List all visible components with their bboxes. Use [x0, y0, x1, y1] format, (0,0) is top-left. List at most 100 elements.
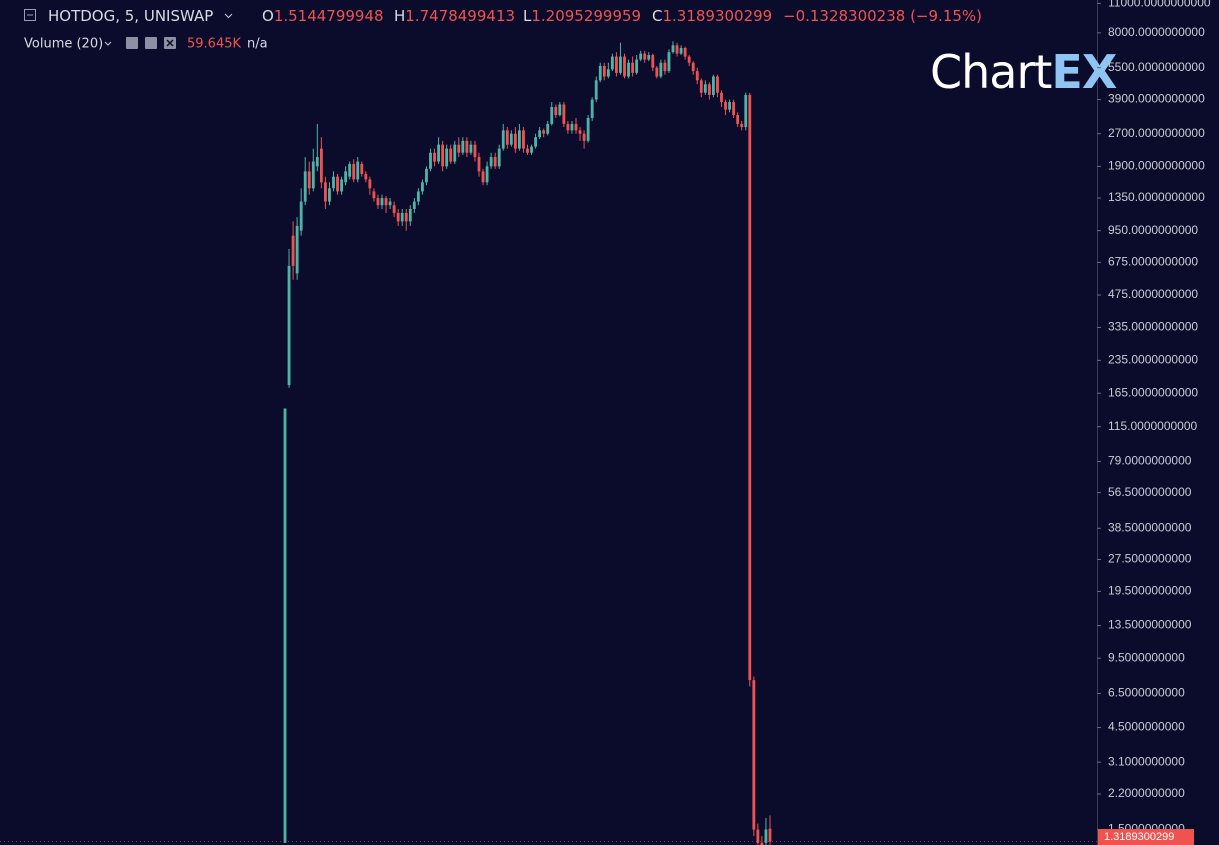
low-value: 1.2095299959 — [531, 7, 641, 25]
symbol[interactable]: HOTDOG, 5, UNISWAP — [48, 7, 213, 25]
candle-body — [473, 144, 477, 158]
candle-body — [319, 148, 323, 183]
candle-body — [332, 176, 335, 189]
y-tick-label: 335.0000000000 — [1108, 320, 1198, 334]
candle-body — [699, 80, 703, 93]
candle-body — [679, 47, 683, 54]
candle-body — [659, 62, 663, 77]
y-tick-label: 5500.0000000000 — [1108, 60, 1205, 74]
candle-body — [554, 107, 558, 116]
candle-body — [550, 107, 554, 124]
candle-body — [566, 123, 570, 131]
candle-body — [412, 201, 416, 209]
candle-body — [720, 92, 723, 102]
candle-body — [404, 212, 408, 222]
candle-body — [748, 94, 752, 681]
y-tick-label: 19.5000000000 — [1108, 584, 1192, 598]
candle-body — [647, 55, 651, 60]
candle-body — [732, 101, 736, 116]
candle-body — [352, 163, 356, 180]
candle-body — [497, 148, 501, 167]
candle-body — [703, 84, 707, 93]
volume-extra: n/a — [247, 37, 268, 52]
brand-main: Chart — [930, 45, 1051, 99]
candle-body — [372, 191, 376, 199]
brand-accent: EX — [1051, 45, 1116, 99]
y-tick-label: 9.5000000000 — [1108, 650, 1185, 664]
change-value: −0.1328300238 (−9.15%) — [783, 7, 982, 25]
candle-body — [505, 130, 509, 145]
candle-body — [651, 55, 655, 68]
y-tick-label: 6.5000000000 — [1108, 686, 1185, 700]
volume-chevron[interactable] — [104, 41, 112, 46]
candle-body — [416, 191, 420, 202]
y-tick-label: 38.5000000000 — [1108, 520, 1192, 534]
candle-body — [453, 144, 457, 162]
candle-body — [764, 829, 768, 843]
y-tick-label: 115.0000000000 — [1108, 419, 1198, 433]
candle-body — [493, 157, 497, 167]
y-tick-label: 3900.0000000000 — [1108, 92, 1205, 106]
candle-body — [578, 130, 582, 134]
candle-body — [675, 45, 679, 54]
candle-body — [526, 148, 529, 153]
candle-body — [546, 123, 550, 134]
y-tick-label: 235.0000000000 — [1108, 353, 1198, 367]
settings-icon[interactable] — [145, 37, 157, 49]
legend-row: HOTDOG, 5, UNISWAP O1.5144799948 H1.7478… — [48, 7, 982, 25]
candle-body — [610, 56, 614, 70]
candle-body — [477, 157, 481, 172]
candle-body — [311, 161, 315, 189]
last-price-label: 1.3189300299 — [1104, 831, 1174, 843]
volume-title[interactable]: Volume (20) — [24, 37, 103, 52]
candle-body — [421, 182, 424, 192]
candle-body — [740, 123, 744, 128]
y-tick-label: 27.5000000000 — [1108, 552, 1192, 566]
y-tick-label: 8000.0000000000 — [1108, 25, 1205, 39]
eye-icon[interactable] — [126, 37, 138, 49]
candle-body — [570, 123, 574, 131]
candle-body — [627, 62, 630, 77]
candle-body — [655, 67, 659, 77]
candle-body — [364, 173, 368, 180]
candle-body — [437, 144, 440, 162]
candle-body — [716, 76, 719, 93]
y-tick-label: 2.2000000000 — [1108, 786, 1185, 800]
candle-body — [542, 130, 546, 134]
candle-body — [457, 144, 461, 153]
candle-body — [606, 69, 610, 77]
candle-body — [481, 171, 485, 183]
candle-body — [388, 201, 392, 206]
candle-body — [408, 208, 412, 222]
candle-body — [425, 168, 428, 183]
collapse-icon[interactable] — [24, 9, 36, 21]
brand-logo: ChartEX — [930, 45, 1117, 99]
y-tick-label: 950.0000000000 — [1108, 223, 1198, 237]
candle-body — [712, 76, 715, 95]
candle-body — [534, 137, 537, 147]
candle-body — [295, 225, 299, 274]
candle-body — [449, 148, 453, 162]
y-tick-label: 3.1000000000 — [1108, 754, 1185, 768]
candle-body — [760, 842, 764, 845]
symbol-chevron[interactable] — [224, 13, 233, 19]
candle-body — [336, 176, 339, 192]
candle-body — [348, 163, 352, 177]
candle-body — [324, 182, 327, 202]
candle-body — [509, 133, 513, 145]
candle-body — [368, 179, 372, 189]
candle-body — [513, 133, 517, 149]
y-tick-label: 1350.0000000000 — [1108, 190, 1205, 204]
low-key: L — [523, 7, 532, 25]
candle-body — [538, 130, 542, 138]
candle-body — [615, 56, 618, 73]
y-tick-label: 165.0000000000 — [1108, 385, 1198, 399]
open-key: O — [262, 7, 274, 25]
candle-body — [736, 115, 740, 124]
y-tick-label: 56.5000000000 — [1108, 485, 1192, 499]
candle-body — [303, 171, 307, 202]
y-tick-label: 13.5000000000 — [1108, 618, 1192, 632]
